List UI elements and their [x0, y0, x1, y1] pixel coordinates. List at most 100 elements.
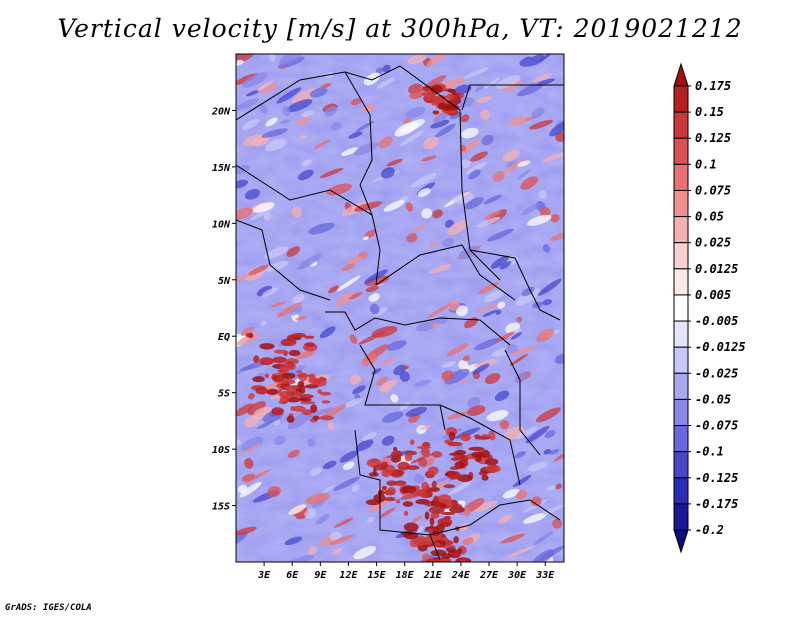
downward-motion-cell — [399, 402, 410, 411]
strong-ascent-cell — [450, 457, 461, 461]
downward-motion-cell — [256, 421, 273, 430]
strong-ascent-cell — [296, 370, 303, 374]
strong-ascent-cell — [463, 433, 468, 437]
upward-motion-cell — [346, 256, 363, 264]
strong-ascent-cell — [273, 349, 288, 354]
upward-motion-cell — [406, 233, 418, 243]
upward-motion-cell — [432, 209, 443, 219]
upward-motion-cell — [335, 292, 355, 307]
downward-motion-cell — [366, 517, 375, 523]
upward-motion-cell — [425, 75, 446, 89]
upward-motion-cell — [247, 393, 255, 400]
strong-ascent-cell — [429, 516, 435, 526]
downward-motion-cell — [537, 278, 562, 296]
upward-motion-cell — [328, 285, 339, 294]
upward-motion-cell — [313, 139, 331, 149]
downward-motion-cell — [474, 337, 501, 351]
downward-motion-cell — [447, 482, 472, 496]
upward-motion-cell — [236, 274, 250, 287]
upward-motion-cell — [236, 526, 257, 536]
strong-ascent-cell — [453, 536, 459, 544]
strong-ascent-cell — [426, 95, 436, 101]
downward-motion-cell — [527, 214, 552, 226]
downward-motion-cell — [252, 202, 275, 213]
upward-motion-cell — [350, 98, 363, 106]
strong-ascent-cell — [277, 410, 283, 414]
strong-ascent-cell — [281, 379, 296, 385]
downward-motion-cell — [276, 87, 302, 104]
upward-motion-cell — [417, 457, 428, 468]
upward-motion-cell — [448, 300, 460, 311]
upward-motion-cell — [432, 322, 439, 329]
upward-motion-cell — [550, 213, 560, 223]
upward-motion-cell — [376, 376, 389, 386]
strong-ascent-cell — [403, 522, 419, 532]
upward-motion-cell — [466, 405, 486, 416]
downward-motion-cell — [261, 287, 278, 297]
strong-ascent-cell — [401, 485, 417, 494]
strong-ascent-cell — [377, 489, 385, 496]
downward-motion-cell — [441, 237, 455, 247]
strong-ascent-cell — [305, 384, 319, 389]
upward-motion-cell — [319, 167, 344, 179]
downward-motion-cell — [236, 531, 248, 546]
upward-motion-cell — [421, 155, 437, 162]
strong-ascent-cell — [438, 102, 447, 110]
strong-ascent-cell — [428, 528, 433, 534]
upward-motion-cell — [378, 136, 393, 149]
downward-motion-cell — [435, 123, 456, 138]
upward-motion-cell — [515, 489, 528, 500]
vertical-velocity-field — [236, 54, 564, 562]
downward-motion-cell — [287, 554, 315, 562]
downward-motion-cell — [363, 72, 381, 86]
x-tick-label: 3E — [257, 570, 271, 581]
colorbar-label: 0.15 — [695, 105, 724, 119]
strong-ascent-cell — [293, 405, 306, 412]
downward-motion-cell — [546, 485, 556, 491]
upward-motion-cell — [550, 232, 564, 241]
downward-motion-cell — [415, 319, 440, 332]
colorbar-label: 0.1 — [695, 157, 717, 171]
upward-motion-cell — [428, 241, 440, 248]
colorbar-segment — [673, 242, 689, 270]
colorbar-label: 0.05 — [695, 210, 724, 224]
downward-motion-cell — [260, 320, 267, 327]
upward-motion-cell — [507, 546, 534, 558]
upward-motion-cell — [236, 54, 254, 63]
downward-motion-cell — [376, 77, 396, 89]
colorbar-segment — [673, 372, 689, 400]
strong-ascent-cell — [321, 400, 331, 404]
upward-motion-cell — [536, 328, 555, 342]
upward-motion-cell — [474, 359, 498, 368]
colorbar-label: -0.2 — [695, 523, 724, 537]
x-tick-label: 15E — [368, 570, 387, 581]
strong-ascent-cell — [259, 343, 275, 350]
upward-motion-cell — [516, 316, 523, 323]
downward-motion-cell — [475, 85, 484, 92]
colorbar-label: -0.1 — [695, 445, 724, 459]
downward-motion-cell — [433, 112, 448, 124]
strong-ascent-cell — [384, 496, 396, 502]
downward-motion-cell — [444, 368, 470, 385]
downward-motion-cell — [497, 301, 506, 309]
downward-motion-cell — [290, 305, 303, 316]
upward-motion-cell — [542, 152, 564, 163]
strong-ascent-cell — [301, 409, 313, 416]
strong-ascent-cell — [259, 357, 274, 366]
downward-motion-cell — [380, 167, 395, 179]
strong-ascent-cell — [424, 511, 430, 520]
upward-motion-cell — [423, 136, 440, 150]
x-tick-label: 18E — [396, 570, 415, 581]
strong-ascent-cell — [382, 485, 387, 491]
upward-motion-cell — [484, 210, 501, 221]
strong-ascent-cell — [288, 349, 301, 357]
strong-ascent-cell — [446, 103, 453, 108]
y-tick-label: 10S — [212, 445, 230, 456]
x-tick-label: 33E — [535, 570, 555, 581]
downward-motion-cell — [472, 363, 490, 375]
downward-motion-cell — [483, 194, 502, 205]
downward-motion-cell — [523, 512, 547, 524]
downward-motion-cell — [456, 444, 464, 451]
downward-motion-cell — [462, 67, 489, 80]
downward-motion-cell — [453, 192, 474, 204]
